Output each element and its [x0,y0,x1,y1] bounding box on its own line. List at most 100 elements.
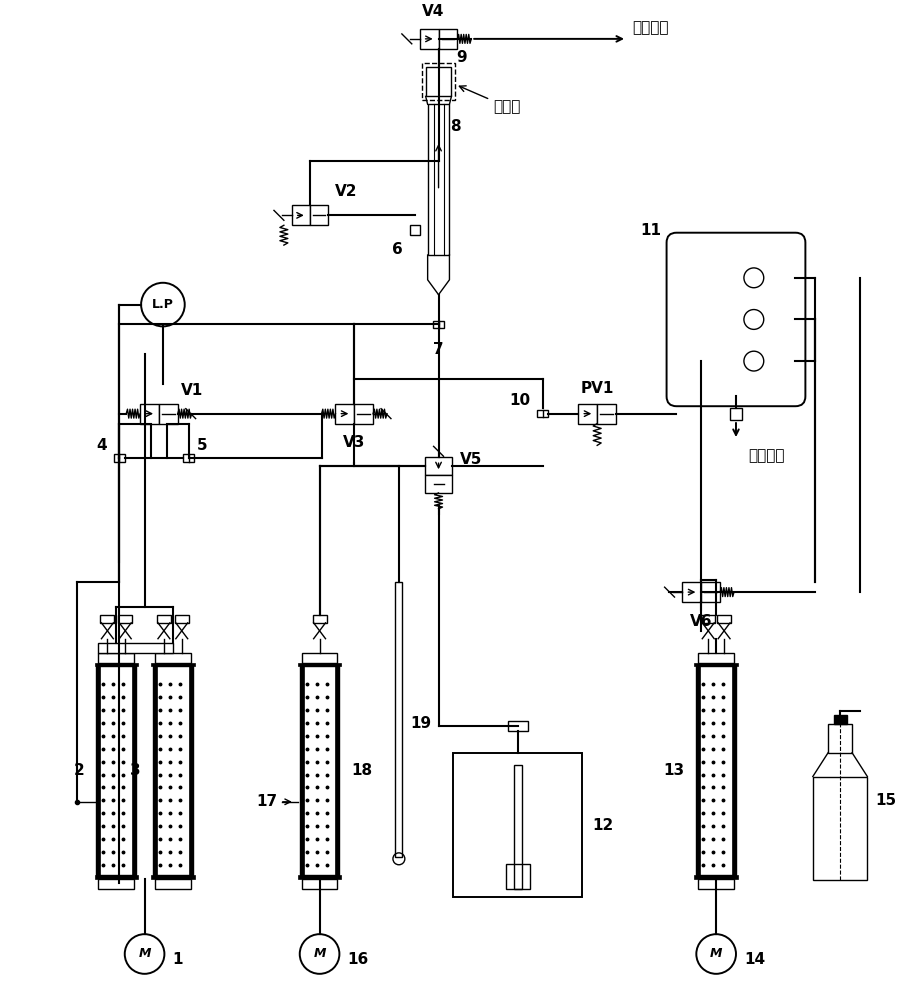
Bar [428,104,450,255]
Bar [302,653,337,663]
Bar [297,875,341,879]
Bar [153,666,193,875]
Bar [100,615,114,623]
Text: V6: V6 [690,614,713,629]
Bar [696,666,700,875]
Bar [508,721,528,731]
Text: 13: 13 [663,763,685,778]
Bar [310,205,327,225]
Bar [96,666,100,875]
Bar [132,666,136,875]
Text: 10: 10 [510,393,531,408]
Bar [698,653,734,663]
Text: 检测区: 检测区 [460,86,521,114]
Bar [96,666,136,875]
Bar [425,67,451,96]
Text: 8: 8 [450,119,461,134]
Bar [300,666,340,875]
Bar [157,615,171,623]
Text: 16: 16 [347,952,369,967]
Bar [701,582,720,602]
Bar [420,29,439,49]
Text: 废液出口: 废液出口 [632,20,669,35]
Text: 7: 7 [433,342,444,357]
Text: 6: 6 [392,242,403,257]
Bar [183,454,194,462]
Bar [813,777,868,880]
Bar [695,663,738,666]
Bar [439,29,458,49]
Bar [695,875,738,879]
Bar [396,582,403,857]
Bar [730,408,742,420]
Bar [537,410,548,417]
Bar [297,663,341,666]
Bar [292,205,310,225]
Text: 2: 2 [74,763,85,778]
Bar [833,715,847,724]
Bar [118,615,132,623]
Bar [682,582,701,602]
Bar [300,666,304,875]
Text: M: M [314,947,326,960]
Text: V2: V2 [334,184,357,199]
Bar [188,666,193,875]
Bar [453,753,582,897]
Bar [701,615,715,623]
Text: 19: 19 [411,716,432,731]
Bar [696,666,736,875]
Bar [335,666,340,875]
Bar [155,653,191,663]
Bar [424,475,452,493]
Bar [422,63,455,100]
Text: 3: 3 [131,763,141,778]
Bar [506,864,530,889]
Text: V5: V5 [460,452,483,467]
Bar [302,879,337,889]
Text: 14: 14 [744,952,765,967]
Text: 12: 12 [592,818,614,833]
Text: 废液出口: 废液出口 [748,448,785,463]
Bar [155,879,191,889]
Text: V4: V4 [423,4,445,19]
Bar [98,879,134,889]
Bar [514,765,522,889]
Text: M: M [710,947,723,960]
Bar [828,724,852,753]
Bar [151,663,195,666]
Bar [153,666,157,875]
Bar [98,643,173,653]
Bar [424,457,452,475]
Text: 11: 11 [641,223,661,238]
Text: 15: 15 [875,793,896,808]
Bar [95,875,138,879]
Bar [313,615,326,623]
Bar [175,615,188,623]
Text: PV1: PV1 [580,381,614,396]
Bar [354,404,373,424]
Text: V3: V3 [343,435,366,450]
Bar [597,404,616,424]
Text: 18: 18 [351,763,372,778]
Bar [433,321,444,328]
Text: M: M [139,947,150,960]
Text: V1: V1 [181,383,203,398]
Text: 4: 4 [96,438,107,453]
Bar [410,225,420,235]
Bar [578,404,597,424]
Text: 17: 17 [257,794,278,809]
Text: 9: 9 [457,50,467,65]
Bar [159,404,177,424]
Bar [335,404,354,424]
Bar [114,454,124,462]
Bar [95,663,138,666]
Bar [698,879,734,889]
Text: L.P: L.P [152,298,174,311]
Text: 5: 5 [196,438,207,453]
Bar [98,653,134,663]
Text: 1: 1 [172,952,183,967]
Bar [151,875,195,879]
Bar [717,615,731,623]
Bar [732,666,736,875]
Bar [141,404,159,424]
